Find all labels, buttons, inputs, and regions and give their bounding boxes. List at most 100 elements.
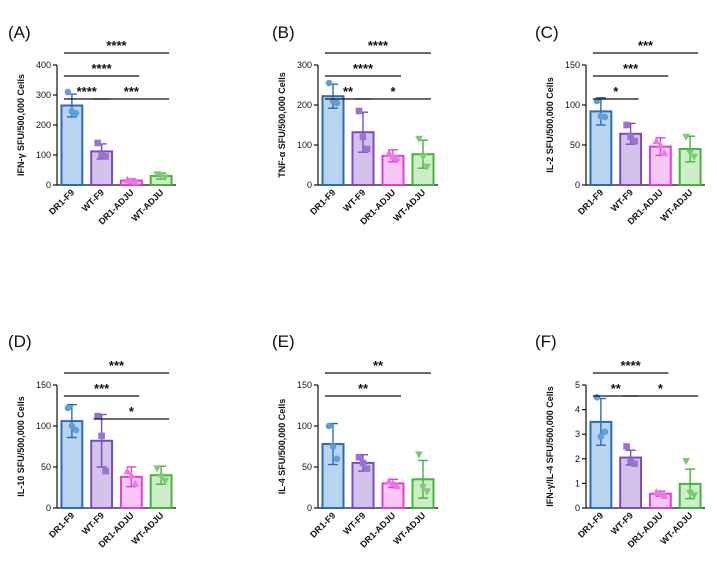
data-point	[359, 459, 367, 467]
data-point	[355, 453, 363, 461]
y-tick-label: 50	[570, 140, 580, 150]
data-point	[660, 491, 669, 499]
data-point	[64, 404, 72, 412]
x-tick-label: WT-F9	[80, 187, 106, 213]
y-tick-label: 100	[565, 100, 580, 110]
data-point	[385, 477, 393, 485]
x-tick-label: WT-ADJU	[129, 187, 165, 223]
data-point	[627, 133, 634, 141]
significance-label: ***	[94, 381, 110, 396]
significance-label: ***	[109, 358, 125, 373]
x-tick-label: DR1-F9	[308, 187, 337, 216]
data-point	[68, 108, 76, 115]
data-point	[682, 133, 691, 141]
y-tick-label: 2	[575, 454, 580, 464]
y-tick-label: 300	[36, 90, 51, 100]
x-tick-label: DR1-F9	[576, 187, 605, 216]
y-tick-label: 100	[36, 421, 51, 431]
y-axis-label: IL-2 SFU/500,000 Cells	[545, 77, 555, 173]
panel-label: (F)	[535, 332, 557, 351]
x-tick-label: WT-ADJU	[391, 187, 427, 223]
significance-label: *	[129, 404, 135, 419]
x-tick-label: WT-F9	[341, 187, 367, 213]
significance-label: ****	[92, 61, 113, 76]
panel-d: (D) IL-10 SFU/500,000 Cells 0 50 100 150 DR1-F…	[8, 332, 176, 550]
data-point	[94, 139, 101, 147]
significance-label: **	[611, 381, 622, 396]
significance-label: **	[343, 84, 354, 99]
data-point	[660, 149, 669, 157]
y-tick-label: 400	[36, 60, 51, 70]
significance-label: *	[390, 84, 396, 99]
y-tick-label: 100	[36, 150, 51, 160]
data-point	[656, 489, 665, 497]
data-point	[389, 152, 397, 160]
y-tick-label: 100	[297, 140, 312, 150]
panel-c: (C) IL-2 SFU/500,000 Cells 0 50 100 150 DR1-F9…	[535, 23, 705, 227]
significance-label: ****	[353, 61, 374, 76]
data-point	[325, 422, 333, 430]
y-tick-label: 0	[575, 503, 580, 513]
significance-label: *	[658, 381, 664, 396]
y-axis-label: TNF-α SFU/500,000 Cells	[277, 72, 287, 178]
x-tick-label: DR1-F9	[308, 510, 337, 539]
y-tick-label: 4	[575, 405, 580, 415]
data-point	[72, 426, 80, 434]
y-tick-label: 150	[565, 60, 580, 70]
data-point	[131, 479, 140, 487]
y-tick-label: 0	[307, 180, 312, 190]
significance-label: ***	[623, 61, 639, 76]
data-point	[623, 121, 630, 129]
y-tick-label: 3	[575, 429, 580, 439]
data-point	[127, 471, 136, 479]
data-point	[127, 176, 136, 185]
data-point	[601, 428, 609, 436]
y-tick-label: 100	[297, 421, 312, 431]
y-tick-label: 150	[297, 380, 312, 390]
significance-label: **	[373, 358, 384, 373]
significance-label: *	[613, 84, 619, 99]
x-tick-label: WT-F9	[80, 510, 106, 536]
data-point	[423, 163, 431, 171]
significance-label: **	[358, 381, 369, 396]
significance-label: ****	[368, 38, 389, 53]
data-point	[102, 467, 109, 475]
panel-label: (C)	[535, 23, 559, 42]
data-point	[419, 484, 427, 492]
panel-f: (F) IFN-γ/IL-4 SFU/500,000 Cells 0 1 2 3 4 5 DR1…	[535, 332, 705, 550]
x-tick-label: DR1-F9	[47, 510, 76, 539]
x-tick-label: DR1-F9	[47, 187, 76, 216]
x-tick-label: WT-ADJU	[658, 510, 694, 546]
data-point	[652, 137, 661, 145]
data-point	[123, 467, 132, 475]
y-tick-label: 50	[41, 462, 51, 472]
data-point	[325, 79, 333, 87]
significance-label: ***	[124, 84, 140, 99]
data-point	[161, 174, 170, 182]
data-point	[64, 88, 72, 96]
x-tick-label: WT-ADJU	[129, 510, 165, 546]
panel-e: (E) IL-4 SFU/500,000 Cells 0 50 100 150 DR1-F9…	[272, 332, 438, 550]
data-point	[363, 145, 371, 153]
y-tick-label: 200	[36, 120, 51, 130]
panel-a: (A) IFN-γ SFU/500,000 Cells 0 100 200 300 400 D…	[8, 23, 176, 227]
data-point	[393, 481, 401, 490]
y-tick-label: 200	[297, 100, 312, 110]
y-tick-label: 0	[307, 503, 312, 513]
data-point	[385, 149, 393, 157]
data-point	[690, 153, 699, 161]
data-point	[98, 432, 105, 440]
significance-label: ****	[106, 38, 127, 53]
data-point	[597, 112, 605, 120]
data-point	[157, 473, 166, 481]
data-point	[686, 489, 695, 498]
y-tick-label: 150	[36, 380, 51, 390]
x-tick-label: WT-ADJU	[391, 510, 427, 546]
data-point	[690, 492, 699, 500]
data-point	[153, 465, 162, 473]
data-point	[656, 141, 665, 149]
y-tick-label: 1	[575, 478, 580, 488]
data-point	[623, 443, 630, 450]
data-point	[359, 133, 367, 141]
